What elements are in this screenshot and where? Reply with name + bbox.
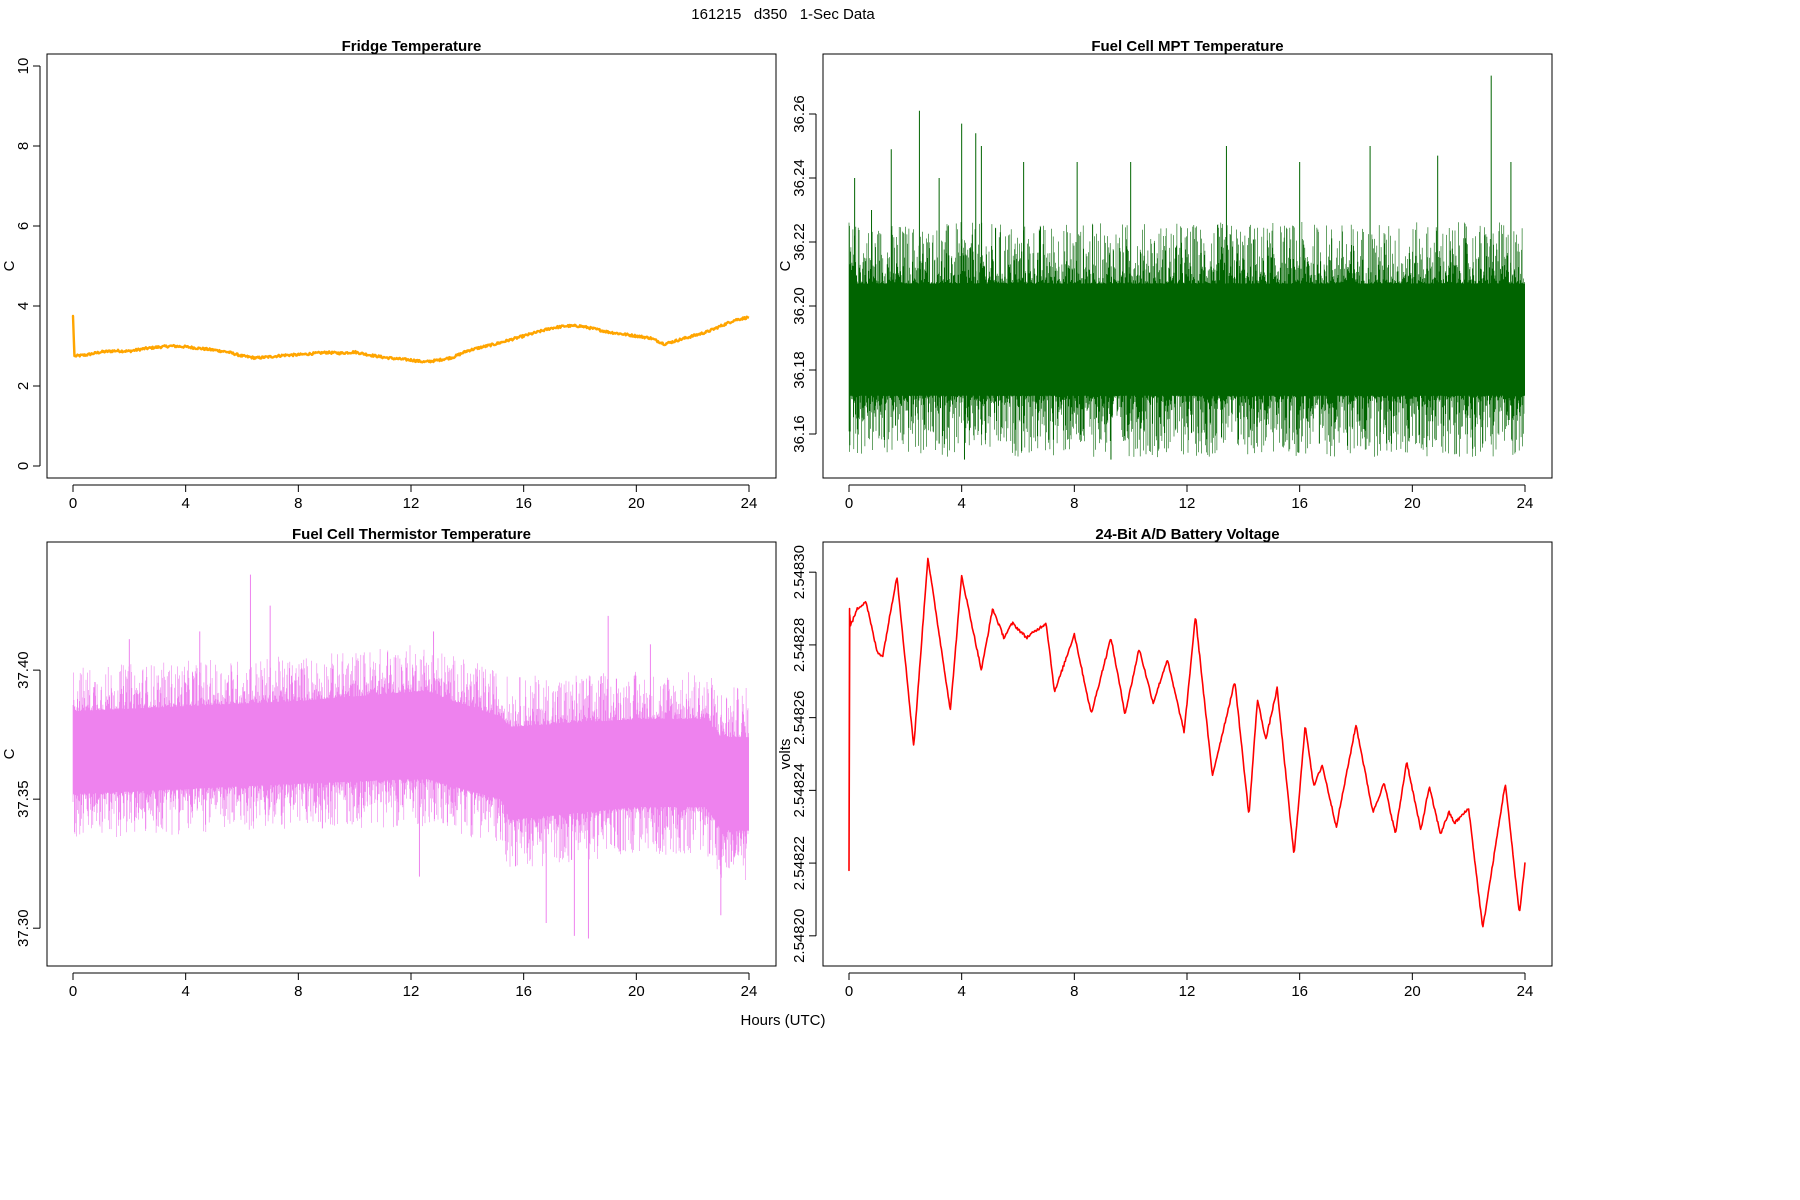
data-layer <box>71 314 750 364</box>
main-title: 161215 d350 1-Sec Data <box>691 6 875 23</box>
y-axis: 36.16 36.18 36.20 36.22 36.24 36.26 <box>791 95 817 453</box>
y-axis: 37.30 37.35 37.40 <box>15 651 41 947</box>
y-axis-label: C <box>1 748 18 759</box>
y-tick-label: 37.40 <box>15 651 32 689</box>
x-tick-label: 0 <box>69 983 77 1000</box>
x-tick-label: 8 <box>294 495 302 512</box>
x-axis: 0 4 8 12 16 20 24 <box>845 972 1534 1000</box>
plot-frame <box>822 53 1553 479</box>
x-tick-label: 8 <box>1070 495 1078 512</box>
x-tick-label: 16 <box>1291 495 1308 512</box>
x-tick-label: 20 <box>1404 495 1421 512</box>
x-axis: 0 4 8 12 16 20 24 <box>69 972 758 1000</box>
x-axis-common-label: Hours (UTC) <box>740 1012 826 1029</box>
x-tick-label: 24 <box>1517 983 1534 1000</box>
plot-frame <box>46 541 777 967</box>
x-axis: 0 4 8 12 16 20 24 <box>69 484 758 512</box>
y-tick-label: 37.30 <box>15 909 32 947</box>
data-layer <box>848 75 1525 460</box>
x-tick-label: 4 <box>181 983 189 1000</box>
noise-trace <box>72 645 749 880</box>
noise-trace <box>848 222 1525 458</box>
x-tick-label: 24 <box>1517 495 1534 512</box>
x-tick-label: 20 <box>628 983 645 1000</box>
y-tick-label: 2.54822 <box>791 836 808 890</box>
panel-title: Fridge Temperature <box>342 38 482 55</box>
y-tick-label: 36.22 <box>791 223 808 261</box>
chart-panel-3: Fuel Cell Thermistor Temperature C 0 4 8 12 16… <box>1 526 777 1000</box>
x-tick-label: 24 <box>741 495 758 512</box>
y-axis-label: C <box>777 260 794 271</box>
y-tick-label: 4 <box>15 302 32 310</box>
x-tick-label: 20 <box>628 495 645 512</box>
y-tick-label: 2.54828 <box>791 618 808 672</box>
x-tick-label: 16 <box>515 495 532 512</box>
panel-title: Fuel Cell Thermistor Temperature <box>292 526 531 543</box>
x-tick-label: 0 <box>845 495 853 512</box>
y-axis: 2.54820 2.54822 2.54824 2.54826 2.54828 2.548… <box>791 545 817 963</box>
x-tick-label: 0 <box>845 983 853 1000</box>
y-tick-label: 36.24 <box>791 159 808 197</box>
series-line <box>848 557 1526 928</box>
y-tick-label: 36.20 <box>791 287 808 325</box>
series-line <box>71 314 750 364</box>
x-tick-label: 4 <box>957 495 965 512</box>
y-tick-label: 2 <box>15 382 32 390</box>
x-tick-label: 16 <box>1291 983 1308 1000</box>
data-layer <box>848 557 1526 928</box>
panel-title: Fuel Cell MPT Temperature <box>1091 38 1283 55</box>
panel-title: 24-Bit A/D Battery Voltage <box>1095 526 1279 543</box>
y-tick-label: 2.54826 <box>791 691 808 745</box>
y-tick-label: 6 <box>15 222 32 230</box>
x-axis: 0 4 8 12 16 20 24 <box>845 484 1534 512</box>
x-tick-label: 20 <box>1404 983 1421 1000</box>
x-tick-label: 0 <box>69 495 77 512</box>
y-tick-label: 36.26 <box>791 95 808 133</box>
y-tick-label: 2.54830 <box>791 545 808 599</box>
y-tick-label: 2.54820 <box>791 909 808 963</box>
data-layer <box>72 574 749 939</box>
y-tick-label: 2.54824 <box>791 763 808 817</box>
y-tick-label: 10 <box>15 58 32 75</box>
x-tick-label: 12 <box>1179 495 1196 512</box>
y-axis: 0 2 4 6 8 10 <box>15 58 41 470</box>
plot-frame <box>822 541 1553 967</box>
chart-panel-4: 24-Bit A/D Battery Voltage volts 0 4 8 12 16 20… <box>777 526 1553 1000</box>
x-tick-label: 12 <box>1179 983 1196 1000</box>
plot-frame <box>46 53 777 479</box>
y-tick-label: 37.35 <box>15 780 32 818</box>
chart-panel-2: Fuel Cell MPT Temperature C 0 4 8 12 16 20 24 36.… <box>777 38 1553 512</box>
x-tick-label: 4 <box>181 495 189 512</box>
y-tick-label: 0 <box>15 462 32 470</box>
x-tick-label: 4 <box>957 983 965 1000</box>
x-tick-label: 8 <box>294 983 302 1000</box>
y-axis-label: C <box>1 260 18 271</box>
y-tick-label: 8 <box>15 142 32 150</box>
x-tick-label: 12 <box>403 495 420 512</box>
x-tick-label: 8 <box>1070 983 1078 1000</box>
y-tick-label: 36.18 <box>791 351 808 389</box>
y-tick-label: 36.16 <box>791 415 808 453</box>
x-tick-label: 24 <box>741 983 758 1000</box>
y-axis-label: volts <box>777 739 794 770</box>
x-tick-label: 12 <box>403 983 420 1000</box>
x-tick-label: 16 <box>515 983 532 1000</box>
